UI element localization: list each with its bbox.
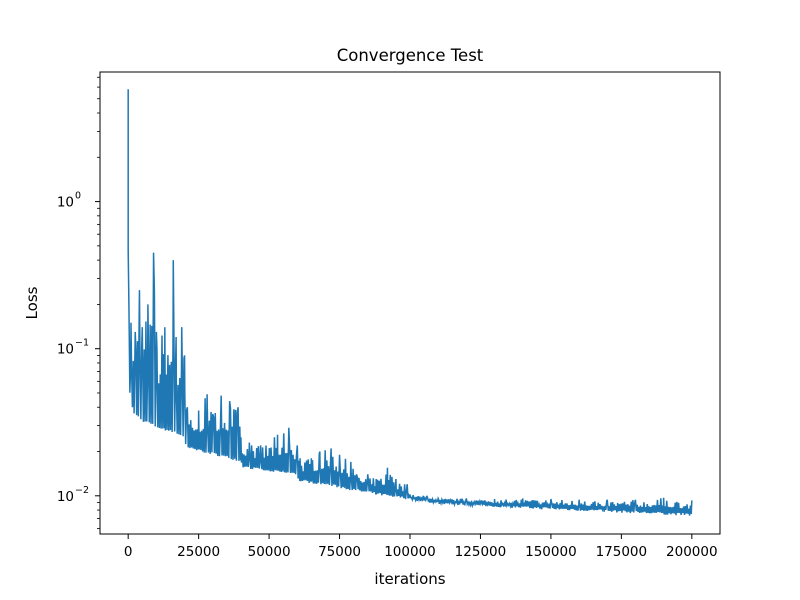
x-tick-label: 100000 [384, 544, 436, 560]
y-tick-exponent: −2 [75, 485, 89, 496]
chart-title: Convergence Test [337, 46, 484, 65]
y-tick-label: 10 [57, 195, 74, 211]
x-tick-label: 0 [124, 544, 133, 560]
y-tick-label: 10 [57, 342, 74, 358]
x-tick-label: 200000 [666, 544, 718, 560]
x-tick-label: 175000 [596, 544, 648, 560]
x-tick-label: 75000 [318, 544, 361, 560]
x-tick-label: 50000 [248, 544, 291, 560]
x-tick-label: 25000 [177, 544, 220, 560]
y-tick-label: 10 [57, 489, 74, 505]
y-tick-exponent: 0 [75, 191, 81, 202]
loss-series-line [127, 89, 693, 516]
plot-area [127, 89, 693, 516]
y-axis-label: Loss [23, 286, 41, 319]
x-axis-label: iterations [374, 570, 445, 588]
x-tick-label: 150000 [525, 544, 577, 560]
x-tick-label: 125000 [455, 544, 507, 560]
x-axis: 0 25000 50000 75000 100000 125000 150000 175000… [124, 534, 718, 560]
y-tick-exponent: −1 [75, 338, 89, 349]
